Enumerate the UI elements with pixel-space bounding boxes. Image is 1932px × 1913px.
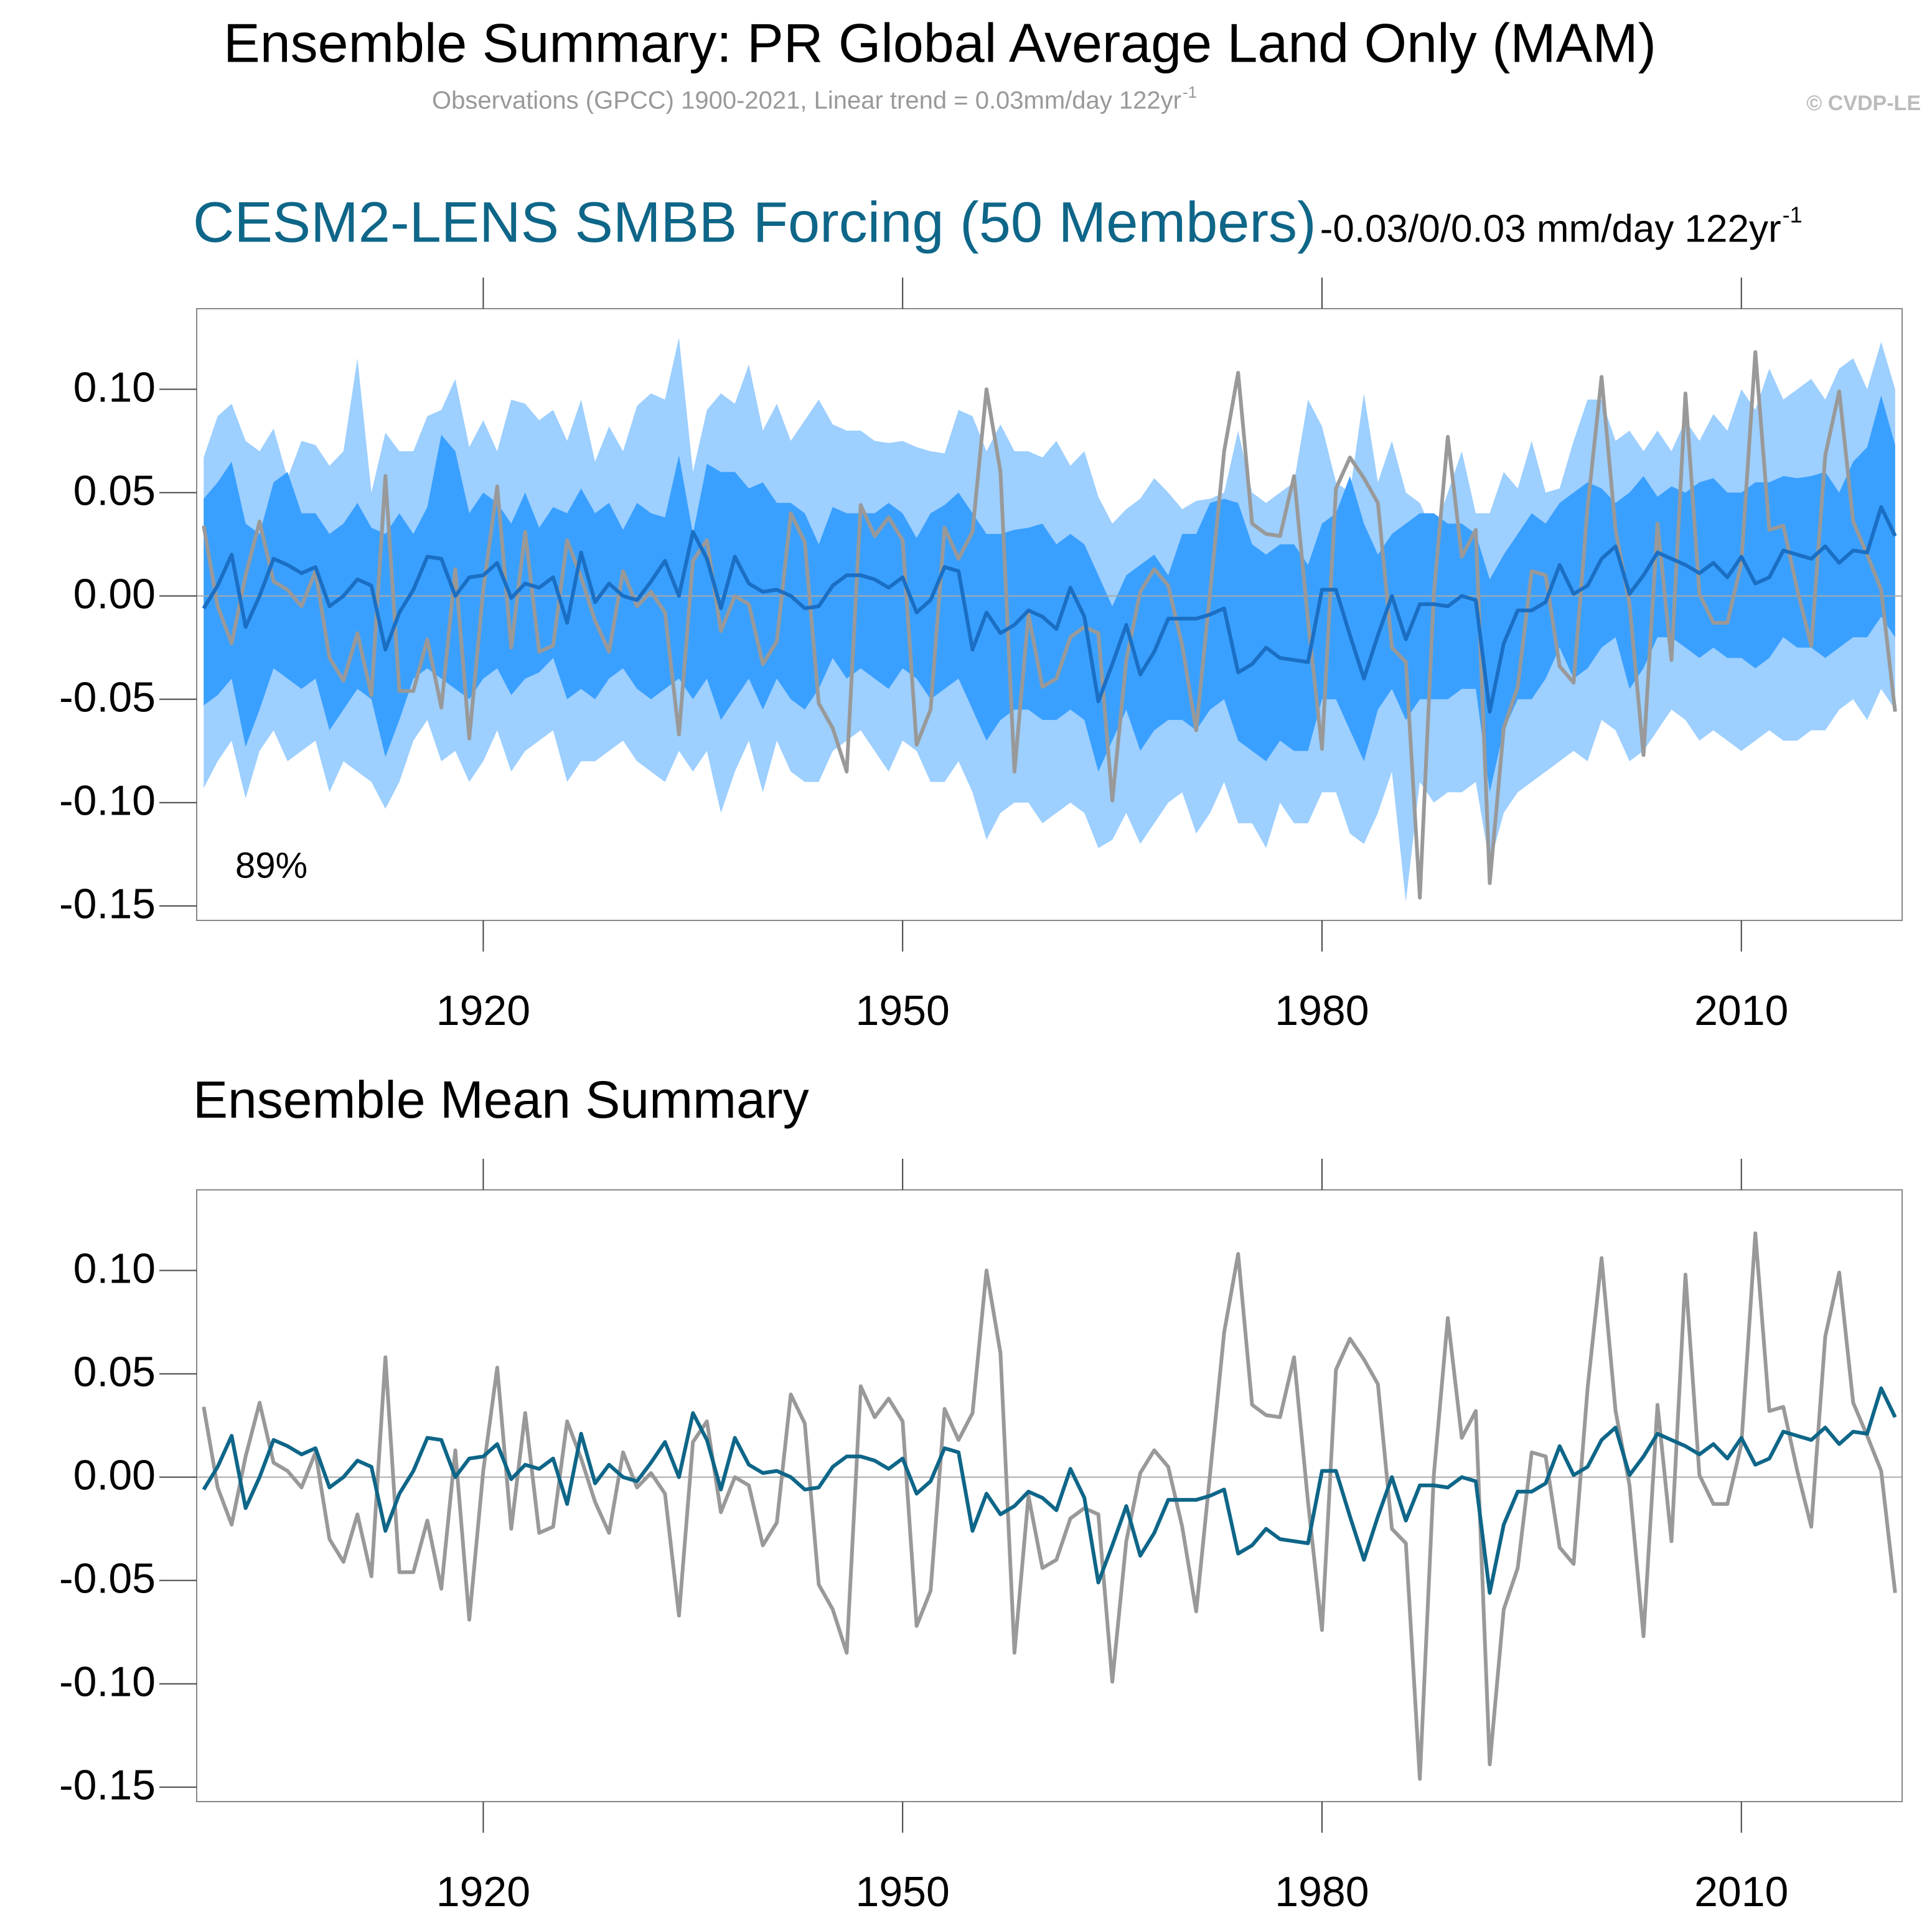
annotation: 89% xyxy=(235,845,307,886)
y-tick-label: 0.10 xyxy=(73,363,156,411)
y-tick-label: -0.05 xyxy=(59,674,156,721)
x-tick-label: 1980 xyxy=(1275,987,1369,1034)
subtitle-superscript: -1 xyxy=(1183,83,1197,101)
x-tick-label: 1980 xyxy=(1275,1868,1369,1913)
plot-content xyxy=(197,337,1902,902)
plot-frame xyxy=(196,1189,1903,1802)
series-line xyxy=(202,505,1897,714)
y-tick-label: 0.05 xyxy=(73,467,156,515)
y-tick-label: -0.10 xyxy=(59,1658,156,1706)
spread-band xyxy=(204,395,1895,793)
y-tick-label: -0.15 xyxy=(59,1762,156,1809)
y-tick-label: 0.05 xyxy=(73,1349,156,1396)
y-tick-label: 0.10 xyxy=(73,1245,156,1292)
plot-frame xyxy=(196,308,1903,921)
y-tick-label: 0.00 xyxy=(73,1452,156,1499)
plot-area: 0.10 0.05 0.00 -0.05 -0.10 -0.15 1920 1950 1980 2… xyxy=(59,1159,1903,1913)
x-tick-label: 1950 xyxy=(856,1868,950,1913)
y-tick-label: -0.10 xyxy=(59,777,156,825)
y-tick-label: -0.15 xyxy=(59,881,156,928)
trend-label-superscript: -1 xyxy=(1783,202,1803,228)
x-tick-label: 2010 xyxy=(1694,987,1788,1034)
x-tick-label: 1920 xyxy=(436,1868,530,1913)
series-line xyxy=(202,1386,1897,1595)
credit: © CVDP-LE xyxy=(1806,91,1921,115)
x-tick-label: 2010 xyxy=(1694,1868,1788,1913)
figure-title: Ensemble Summary: PR Global Average Land… xyxy=(223,12,1656,73)
figure-subtitle: Observations (GPCC) 1900-2021, Linear tr… xyxy=(432,87,1181,115)
y-tick-label: 0.00 xyxy=(73,571,156,618)
panel-title: CESM2-LENS SMBB Forcing (50 Members) xyxy=(193,190,1316,254)
y-tick-label: -0.05 xyxy=(59,1555,156,1602)
plot-content xyxy=(197,1231,1902,1781)
panel-title: Ensemble Mean Summary xyxy=(193,1070,809,1129)
x-tick-label: 1920 xyxy=(436,987,530,1034)
trend-label: -0.03/0/0.03 mm/day 122yr xyxy=(1320,207,1781,250)
plot-area: 0.10 0.05 0.00 -0.05 -0.10 -0.15 1920 1950 1980 2… xyxy=(59,278,1903,1034)
x-tick-label: 1950 xyxy=(856,987,950,1034)
